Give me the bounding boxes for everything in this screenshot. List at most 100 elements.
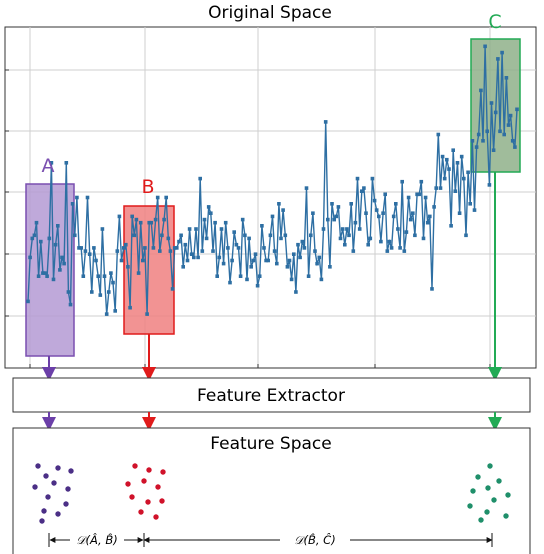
data-point: [158, 249, 162, 253]
data-point: [215, 274, 219, 278]
data-point: [232, 230, 236, 234]
data-point: [149, 220, 154, 225]
data-point: [234, 242, 239, 247]
data-point: [470, 139, 475, 143]
data-point: [304, 186, 309, 190]
data-point: [100, 227, 105, 231]
data-point: [81, 274, 86, 278]
data-point: [513, 145, 517, 149]
data-point: [285, 265, 290, 269]
data-point: [223, 220, 228, 225]
data-point: [209, 211, 213, 215]
data-point: [181, 265, 185, 269]
data-point: [332, 217, 336, 222]
data-point: [474, 145, 479, 149]
data-point: [26, 299, 30, 304]
data-point: [506, 123, 511, 127]
data-point: [87, 252, 92, 256]
data-point: [264, 258, 268, 263]
data-point: [300, 239, 305, 244]
data-point: [121, 246, 126, 250]
data-point: [39, 239, 43, 244]
data-point: [47, 236, 52, 241]
data-point: [389, 246, 394, 250]
data-point: [315, 261, 319, 266]
region-b-label: B: [141, 176, 154, 198]
data-point: [417, 192, 421, 197]
data-point: [394, 202, 398, 206]
data-point: [132, 233, 137, 238]
data-point: [268, 233, 273, 238]
data-point: [170, 287, 175, 291]
data-point: [166, 236, 171, 241]
data-point: [340, 227, 345, 231]
data-point: [396, 227, 400, 231]
data-point: [436, 132, 441, 137]
data-point: [391, 214, 396, 219]
data-point: [45, 274, 49, 278]
data-point: [243, 233, 247, 238]
data-point: [68, 302, 73, 307]
data-point: [117, 214, 122, 219]
data-point: [270, 214, 275, 219]
data-point: [262, 246, 266, 250]
data-point: [83, 249, 88, 253]
data-point: [489, 101, 494, 105]
data-point: [343, 242, 347, 247]
data-point: [289, 277, 294, 282]
feature-space-box: [12, 427, 531, 554]
data-point: [362, 186, 366, 190]
data-point: [432, 205, 436, 209]
data-point: [249, 265, 253, 269]
data-point: [147, 220, 151, 225]
data-point: [281, 208, 285, 212]
data-point: [213, 220, 217, 225]
data-point: [138, 220, 143, 225]
data-point: [124, 242, 128, 247]
data-point: [62, 261, 66, 266]
data-point: [347, 233, 351, 238]
data-point: [374, 208, 379, 212]
data-point: [296, 242, 300, 247]
data-point: [119, 258, 124, 263]
data-point: [440, 154, 445, 159]
data-point: [253, 252, 258, 256]
series-points: [26, 44, 519, 316]
data-point: [104, 312, 109, 316]
data-point: [406, 195, 411, 200]
data-point: [370, 176, 375, 181]
data-point: [251, 258, 256, 263]
data-point: [334, 214, 339, 219]
feature-cluster-b: [125, 463, 166, 520]
data-point: [257, 274, 262, 278]
data-point: [360, 189, 364, 193]
data-point: [428, 214, 432, 219]
data-point: [30, 236, 35, 241]
data-point: [449, 224, 453, 228]
data-point: [255, 283, 260, 288]
data-point: [202, 217, 207, 222]
data-point: [211, 249, 215, 253]
data-point: [189, 252, 194, 256]
data-point: [479, 88, 483, 93]
data-point: [79, 246, 83, 250]
data-point: [64, 161, 69, 165]
data-point: [32, 233, 37, 238]
data-point: [498, 129, 502, 134]
data-point: [90, 290, 94, 294]
data-point: [491, 148, 496, 152]
data-point: [200, 249, 205, 253]
data-point: [34, 220, 39, 225]
data-point: [385, 249, 390, 253]
data-point: [266, 258, 270, 263]
data-point: [56, 224, 60, 228]
distance-bc-label: 𝒟(B̂, Ĉ): [294, 532, 335, 547]
data-point: [515, 107, 519, 112]
data-point: [141, 258, 145, 263]
data-point: [168, 249, 173, 253]
data-point: [92, 246, 96, 250]
data-point: [413, 233, 417, 238]
data-point: [175, 246, 179, 250]
data-point: [502, 132, 506, 137]
data-point: [500, 50, 504, 55]
